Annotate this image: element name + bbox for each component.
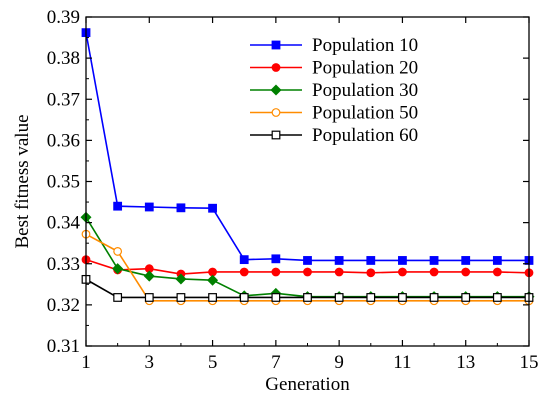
data-point xyxy=(112,263,124,275)
data-point xyxy=(113,201,123,211)
data-point xyxy=(334,267,344,277)
x-tick-label: 3 xyxy=(145,352,155,373)
y-tick-label: 0.34 xyxy=(47,213,81,234)
data-point xyxy=(492,267,502,277)
data-point xyxy=(239,255,249,265)
data-point xyxy=(113,247,123,256)
data-point xyxy=(429,293,439,302)
y-tick-label: 0.32 xyxy=(47,295,80,316)
legend-label: Population 10 xyxy=(312,35,418,56)
legend-marker xyxy=(271,63,281,72)
data-point xyxy=(398,267,407,277)
data-point xyxy=(334,256,344,265)
data-point xyxy=(208,293,217,302)
x-tick-label: 15 xyxy=(520,352,539,373)
data-point xyxy=(334,293,344,302)
plot-area xyxy=(80,28,535,306)
data-point xyxy=(492,293,502,302)
legend-label: Population 60 xyxy=(312,125,418,146)
legend-entry: Population 10 xyxy=(250,35,418,56)
y-tick-label: 0.38 xyxy=(47,48,80,69)
x-tick-label: 1 xyxy=(81,352,91,373)
data-point xyxy=(461,256,471,265)
data-point xyxy=(492,256,502,265)
data-point xyxy=(303,256,312,265)
x-tick-label: 13 xyxy=(456,352,475,373)
data-point xyxy=(144,202,154,212)
legend-label: Population 50 xyxy=(312,103,418,124)
data-point xyxy=(398,256,407,265)
data-point xyxy=(366,293,376,302)
data-point xyxy=(175,273,187,285)
data-point xyxy=(176,293,186,302)
data-point xyxy=(143,270,155,282)
data-point xyxy=(239,293,249,302)
data-point xyxy=(461,267,471,277)
data-point xyxy=(271,254,281,264)
legend-entry: Population 30 xyxy=(250,80,418,101)
data-point xyxy=(113,293,123,302)
data-point xyxy=(366,268,376,278)
legend-entry: Population 50 xyxy=(250,103,418,124)
data-point xyxy=(366,256,376,265)
axes: 1 3 5 7 9 11 13 150.310.320.330.340.350.360.370… xyxy=(47,7,539,373)
data-point xyxy=(207,274,219,286)
y-tick-label: 0.31 xyxy=(47,336,80,357)
data-point xyxy=(271,267,281,277)
data-point xyxy=(208,267,217,277)
x-tick-label: 7 xyxy=(271,352,281,373)
data-point xyxy=(239,267,249,277)
legend-marker xyxy=(270,84,282,96)
y-tick-label: 0.35 xyxy=(47,172,80,193)
legend-entry: Population 20 xyxy=(250,58,418,79)
x-tick-label: 11 xyxy=(393,352,411,373)
x-tick-label: 5 xyxy=(208,352,218,373)
legend-marker xyxy=(271,130,281,140)
legend-label: Population 30 xyxy=(312,80,418,101)
data-point xyxy=(429,267,439,277)
y-tick-label: 0.33 xyxy=(47,254,80,275)
y-axis-title: Best fitness value xyxy=(12,114,33,248)
legend-entry: Population 60 xyxy=(250,125,418,146)
y-tick-label: 0.37 xyxy=(47,89,80,110)
y-tick-label: 0.36 xyxy=(47,130,80,151)
series-2 xyxy=(81,255,534,279)
data-point xyxy=(303,293,312,302)
data-point xyxy=(176,203,186,213)
legend-label: Population 20 xyxy=(312,58,418,79)
data-point xyxy=(303,267,312,277)
series-line xyxy=(85,32,529,262)
data-point xyxy=(144,293,154,302)
data-point xyxy=(461,293,471,302)
legend-marker xyxy=(271,40,281,50)
x-tick-label: 9 xyxy=(334,352,344,373)
y-tick-label: 0.39 xyxy=(47,7,80,28)
legend-marker xyxy=(271,108,281,117)
x-axis-title: Generation xyxy=(265,374,350,395)
data-point xyxy=(429,256,439,265)
data-point xyxy=(398,293,407,302)
data-point xyxy=(271,293,281,302)
series-1 xyxy=(81,28,534,265)
data-point xyxy=(208,203,217,213)
